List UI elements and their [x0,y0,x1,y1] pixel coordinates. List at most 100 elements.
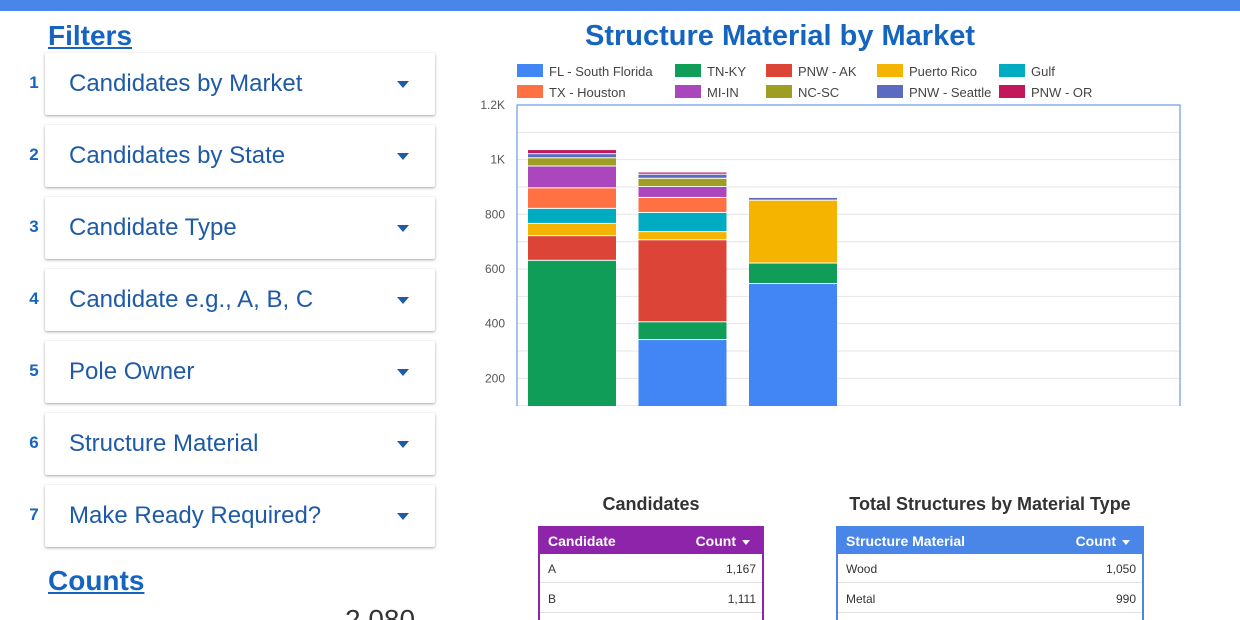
count-column-header[interactable]: Count [696,533,750,549]
filter-dropdown[interactable]: Candidates by Market [45,53,435,115]
legend-item[interactable]: Puerto Rico [877,64,977,79]
legend-item[interactable]: Gulf [999,64,1055,79]
filter-dropdown-label: Candidate Type [69,214,237,241]
bar-segment[interactable] [749,263,837,284]
filter-number: 7 [29,505,39,524]
bar-segment[interactable] [528,150,616,154]
filter-dropdown[interactable]: Structure Material [45,413,435,475]
bar-segment[interactable] [528,188,616,208]
legend-label: TN-KY [707,64,746,79]
filter-dropdown-label: Make Ready Required? [69,502,322,529]
y-tick-label: 1K [490,153,505,167]
legend-swatch [877,64,903,77]
filter-dropdown-label: Candidates by State [69,142,286,169]
filter-dropdown-label: Candidate e.g., A, B, C [69,286,314,313]
legend-item[interactable]: TX - Houston [517,85,626,100]
bar-segment[interactable] [528,208,616,223]
filter-dropdown[interactable]: Make Ready Required? [45,485,435,547]
bar-segment[interactable] [638,322,727,340]
legend-item[interactable]: NC-SC [766,85,839,100]
bar-segment[interactable] [638,232,727,240]
filter-dropdown-label: Structure Material [69,430,259,457]
bar-segment[interactable] [638,240,727,322]
legend-item[interactable]: PNW - Seattle [877,85,991,100]
legend-label: Gulf [1031,64,1055,79]
legend-label: PNW - OR [1031,85,1092,100]
y-tick-label: 1.2K [480,98,505,112]
count-column-header[interactable]: Count [1076,533,1130,549]
bar-segment[interactable] [638,197,727,212]
filter-number: 5 [29,361,39,380]
bar-segment[interactable] [528,260,616,406]
legend-item[interactable]: TN-KY [675,64,746,79]
legend-label: FL - South Florida [549,64,653,79]
row-label: B [548,592,557,606]
column-header[interactable]: Structure Material [846,533,966,549]
filter-number: 6 [29,433,39,452]
bar-segment[interactable] [528,223,616,236]
bar-segment[interactable] [528,158,616,166]
bar-segment[interactable] [528,166,616,188]
bar-segment[interactable] [749,284,837,406]
bar-segment[interactable] [638,187,727,197]
filter-number: 4 [29,289,39,308]
legend-item[interactable]: FL - South Florida [517,64,653,79]
filter-number: 3 [29,217,39,236]
table-row[interactable]: B 1,111 [540,584,762,613]
chevron-down-icon [397,297,409,304]
filter-dropdown[interactable]: Candidates by State [45,125,435,187]
chevron-down-icon [397,225,409,232]
filter-dropdown-label: Candidates by Market [69,70,303,97]
table-row[interactable] [838,614,1142,620]
structures-table: Structure Material Count Wood 1,050 Metal 990 [836,526,1144,620]
table-row[interactable] [540,614,762,620]
row-label: Wood [846,562,878,576]
chart-title: Structure Material by Market [584,20,975,52]
bar-segment[interactable] [528,236,616,260]
filter-dropdown[interactable]: Candidate e.g., A, B, C [45,269,435,331]
table-header: Structure Material Count [838,528,1142,554]
bar-segment[interactable] [638,212,727,232]
legend-label: PNW - AK [798,64,857,79]
bar-segment[interactable] [749,197,837,200]
legend-swatch [766,64,792,77]
structures-table-title: Total Structures by Material Type [849,494,1131,514]
plot-area-border [516,104,1181,406]
filter-number: 1 [29,73,39,92]
y-tick-label: 600 [485,262,505,276]
top-accent-bar [0,0,1240,11]
bar-segment[interactable] [638,178,727,186]
legend-label: Puerto Rico [909,64,977,79]
filter-dropdown-label: Pole Owner [69,358,195,385]
legend-swatch [877,85,903,98]
table-row[interactable]: Metal 990 [838,584,1142,613]
bar-segment[interactable] [638,172,727,174]
chevron-down-icon [397,81,409,88]
bar-segment[interactable] [749,200,837,263]
chevron-down-icon [397,153,409,160]
row-count: 990 [1115,592,1136,606]
bar-segment[interactable] [638,174,727,178]
chevron-down-icon [397,513,409,520]
chevron-down-icon [397,441,409,448]
legend-swatch [517,64,543,77]
count-header-label: Count [1075,533,1116,549]
table-row[interactable]: A 1,167 [540,554,762,583]
legend-item[interactable]: PNW - AK [766,64,857,79]
legend-swatch [517,85,543,98]
legend-swatch [766,85,792,98]
count-header-label: Count [695,533,736,549]
row-count: 1,167 [725,562,756,576]
column-header[interactable]: Candidate [548,533,616,549]
count-value: 2,080 [345,604,416,620]
bar-segment[interactable] [528,154,616,158]
legend-label: NC-SC [798,85,839,100]
sort-desc-icon [742,539,750,545]
legend-label: TX - Houston [549,85,626,100]
bar-segment[interactable] [638,340,727,406]
legend-item[interactable]: MI-IN [675,85,739,100]
filter-dropdown[interactable]: Pole Owner [45,341,435,403]
filter-dropdown[interactable]: Candidate Type [45,197,435,259]
legend-item[interactable]: PNW - OR [999,85,1092,100]
table-row[interactable]: Wood 1,050 [838,554,1142,583]
